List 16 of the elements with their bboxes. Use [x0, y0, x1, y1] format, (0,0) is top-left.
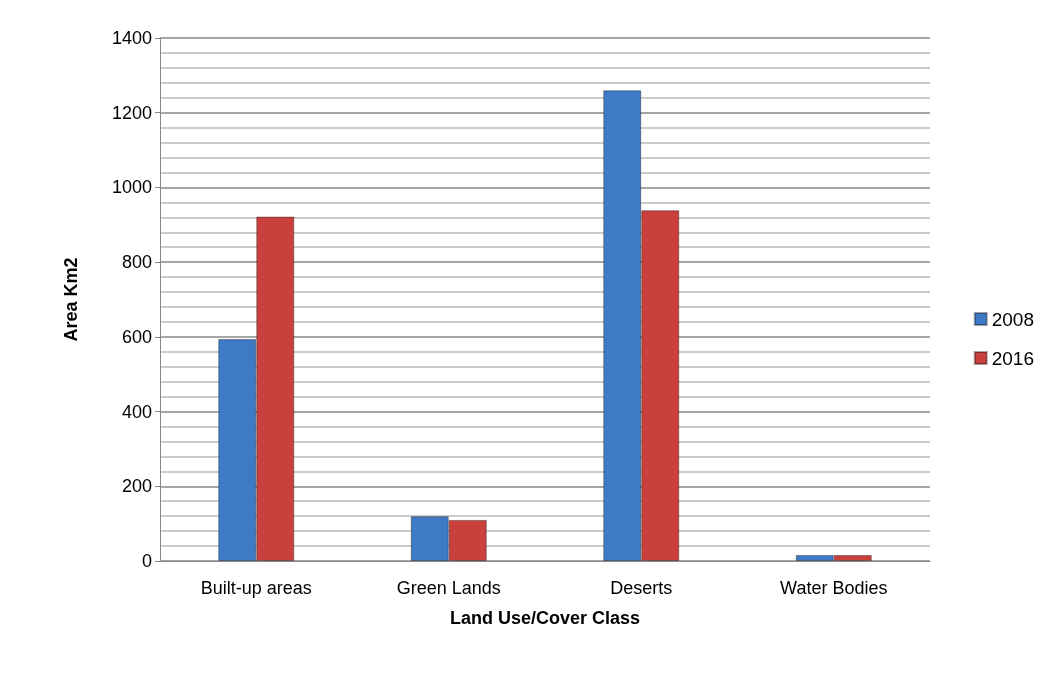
- y-tick-label: 0: [141, 551, 152, 571]
- legend-label: 2008: [991, 308, 1035, 330]
- y-tick-label: 1400: [111, 28, 152, 48]
- y-tick-label: 400: [121, 401, 152, 422]
- x-axis-title: Land Use/Cover Class: [449, 608, 641, 628]
- y-axis-title: Area Km2: [61, 257, 81, 342]
- y-tick-label: 800: [121, 252, 152, 273]
- x-tick-label: Green Lands: [396, 578, 501, 598]
- legend-label: 2016: [991, 347, 1035, 369]
- y-tick-label: 600: [121, 326, 152, 347]
- x-tick-label: Deserts: [610, 578, 673, 598]
- y-tick-label: 1000: [111, 177, 152, 198]
- x-tick-label: Water Bodies: [780, 578, 888, 598]
- x-tick-label: Built-up areas: [200, 578, 312, 598]
- y-tick-label: 1200: [111, 102, 152, 123]
- y-tick-label: 200: [121, 476, 152, 497]
